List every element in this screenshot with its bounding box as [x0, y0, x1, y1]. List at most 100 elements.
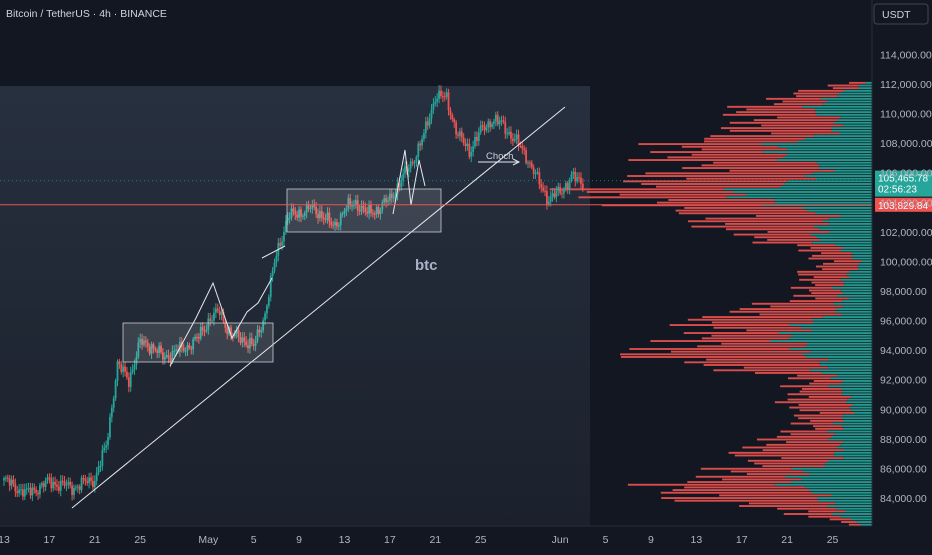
price-axis[interactable]: 84,000.00 86,000.00 88,000.00 90,000.00 92,0… — [871, 0, 932, 526]
volume-profile-sell-bar — [675, 209, 808, 212]
trend-line[interactable] — [71, 106, 566, 509]
candle-down — [92, 480, 94, 488]
candle-up — [109, 416, 111, 438]
volume-profile-buy-bar — [836, 294, 872, 297]
volume-profile-sell-bar — [790, 433, 835, 436]
volume-profile-sell-bar — [746, 108, 816, 111]
volume-profile-buy-bar — [790, 481, 872, 484]
volume-profile-buy-bar — [778, 332, 872, 334]
candle-up — [423, 132, 425, 139]
candle-up — [273, 262, 276, 271]
candle-up — [235, 329, 238, 334]
candle-up — [508, 131, 510, 134]
candle-down — [476, 136, 478, 141]
volume-profile-sell-bar — [672, 489, 810, 492]
volume-profile-buy-bar — [840, 382, 872, 385]
time-axis[interactable]: 13 17 21 25 May 5 9 13 17 21 25 Jun 5 9 13 17 21 25 — [0, 525, 872, 546]
candle-down — [152, 344, 155, 349]
price-tick-label: 86,000.00 — [880, 463, 927, 475]
volume-profile-sell-bar — [729, 169, 835, 172]
volume-profile-sell-bar — [701, 164, 820, 167]
volume-profile-buy-bar — [812, 172, 872, 175]
candle-up — [286, 217, 289, 221]
candle-up — [400, 180, 403, 188]
volume-profile-buy-bar — [828, 217, 872, 220]
volume-profile-sell-bar — [833, 260, 862, 263]
candle-up — [76, 486, 79, 488]
candle-up — [46, 477, 49, 481]
volume-profile-sell-bar — [751, 302, 834, 305]
candle-up — [199, 326, 202, 339]
candle-up — [256, 329, 259, 341]
candle-down — [167, 354, 170, 358]
candle-up — [269, 276, 272, 297]
candle-up — [564, 182, 567, 190]
candle-up — [135, 356, 138, 365]
volume-profile-sell-bar — [704, 140, 798, 143]
countdown-label: 02:56:23 — [878, 185, 917, 196]
volume-profile-buy-bar — [819, 228, 872, 231]
range-box-upper[interactable] — [286, 188, 442, 233]
volume-profile-sell-bar — [790, 422, 833, 425]
volume-profile-buy-bar — [844, 419, 872, 422]
volume-profile-sell-bar — [733, 233, 811, 236]
candle-down — [377, 206, 380, 215]
candle-down — [447, 92, 450, 111]
volume-profile-sell-bar — [620, 353, 803, 356]
volume-profile-sell-bar — [746, 473, 810, 476]
range-box-lower[interactable] — [122, 322, 274, 363]
volume-profile-sell-bar — [669, 324, 790, 327]
volume-profile-buy-bar — [843, 449, 872, 452]
volume-profile-buy-bar — [837, 119, 872, 122]
candle-down — [364, 207, 367, 212]
candle-up — [18, 489, 21, 494]
volume-profile-buy-bar — [818, 499, 872, 502]
candle-up — [474, 136, 476, 147]
candle-up — [417, 143, 420, 157]
candle-up — [175, 349, 178, 351]
candle-up — [485, 127, 488, 131]
candle-down — [127, 377, 130, 387]
volume-profile-buy-bar — [830, 377, 872, 380]
volume-profile-sell-bar — [798, 417, 842, 420]
volume-profile-buy-bar — [844, 89, 872, 92]
volume-profile-sell-bar — [756, 438, 829, 441]
candle-up — [27, 487, 30, 489]
volume-profile-buy-bar — [857, 265, 872, 268]
projection-path-mid[interactable] — [261, 245, 286, 259]
price-tick-label: 94,000.00 — [880, 345, 927, 357]
candle-up — [430, 109, 433, 119]
volume-profile-buy-bar — [828, 385, 872, 388]
candle-down — [370, 204, 372, 213]
volume-profile-sell-bar — [722, 113, 817, 116]
candle-up — [339, 213, 342, 225]
volume-profile-sell-bar — [684, 486, 806, 489]
volume-profile-buy-bar — [845, 510, 872, 513]
candle-up — [73, 487, 75, 496]
price-tick-label: 90,000.00 — [880, 404, 927, 416]
candle-up — [290, 208, 293, 218]
candle-up — [487, 121, 490, 128]
volume-profile-buy-bar — [746, 193, 872, 196]
candle-up — [572, 171, 575, 175]
volume-profile-buy-bar — [802, 105, 872, 108]
volume-profile-sell-bar — [713, 161, 817, 164]
candle-up — [122, 366, 125, 373]
volume-profile-buy-bar — [827, 505, 872, 507]
volume-profile-sell-bar — [813, 276, 850, 279]
candle-down — [160, 345, 162, 353]
candle-down — [483, 125, 486, 131]
volume-profile-buy-bar — [831, 513, 872, 515]
volume-profile-sell-bar — [780, 430, 828, 433]
volume-profile-buy-bar — [833, 454, 872, 457]
candle-up — [547, 201, 550, 205]
volume-profile-sell-bar — [819, 411, 855, 414]
volume-profile-buy-bar — [763, 151, 872, 154]
currency-button[interactable] — [873, 3, 929, 25]
projection-path-lower[interactable] — [169, 277, 273, 367]
candle-down — [521, 146, 524, 149]
volume-profile-sell-bar — [670, 350, 812, 353]
volume-profile-sell-bar — [777, 116, 841, 119]
candle-down — [224, 321, 227, 328]
